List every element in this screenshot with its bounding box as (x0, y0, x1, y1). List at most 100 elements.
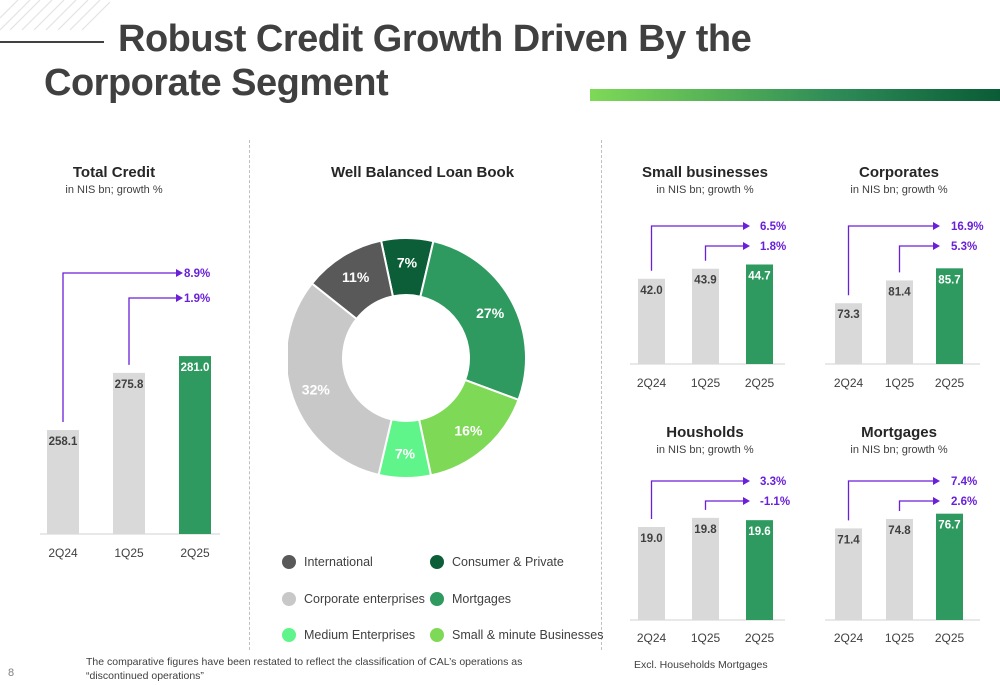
mortgages-subtitle: in NIS bn; growth % (850, 444, 948, 456)
total-credit-panel: Total Credit in NIS bn; growth % (14, 164, 214, 196)
growth-arrow-line (847, 480, 934, 521)
households-title: Housholds (666, 424, 744, 441)
corporates-chart: 73.3 2Q24 81.4 1Q25 85.7 2Q25 16.9% 5.3% (825, 221, 984, 390)
growth-arrow-line (898, 500, 934, 511)
small-businesses-chart: 42.0 2Q24 43.9 1Q25 44.7 2Q25 6.5% 1.8% (630, 221, 786, 390)
households-subtitle: in NIS bn; growth % (656, 444, 754, 456)
total-credit-subtitle: in NIS bn; growth % (65, 184, 163, 196)
growth-arrow-line (898, 245, 934, 273)
growth-label: 2.6% (951, 496, 977, 508)
legend-swatch (282, 628, 296, 642)
growth-label: 1.9% (184, 293, 210, 305)
bar-value-label: 19.6 (748, 526, 770, 538)
bar-value-label: 73.3 (837, 309, 859, 321)
category-tick-label: 2Q24 (834, 376, 864, 390)
category-tick-label: 2Q24 (637, 631, 667, 645)
donut-slice-mortgages (419, 239, 527, 402)
loan-book-donut-chart: 7% 27% 16% 7% 32% 11% (288, 237, 527, 479)
restatement-footnote: The comparative figures have been restat… (86, 656, 523, 682)
growth-label: 7.4% (951, 476, 977, 488)
growth-arrow-head (743, 222, 750, 230)
growth-label: 1.8% (760, 241, 786, 253)
category-tick-label: 1Q25 (885, 376, 915, 390)
category-tick-label: 2Q24 (48, 546, 78, 560)
bar-value-label: 42.0 (640, 285, 662, 297)
accent-gradient-bar (590, 89, 1000, 101)
bar-2q24 (638, 278, 665, 364)
growth-arrow-line (650, 225, 744, 271)
bar-value-label: 258.1 (49, 436, 78, 448)
growth-arrow-head (176, 294, 183, 302)
bar-2q24 (835, 528, 862, 620)
category-tick-label: 1Q25 (691, 631, 721, 645)
bar-value-label: 85.7 (938, 274, 960, 286)
loan-book-panel: Well Balanced Loan Book (300, 164, 545, 181)
category-tick-label: 2Q25 (935, 631, 965, 645)
page-number: 8 (8, 667, 15, 679)
bar-2q25 (936, 513, 963, 620)
title-rule (0, 41, 104, 43)
households-footnote: Excl. Households Mortgages (634, 659, 768, 671)
growth-arrow-head (176, 269, 183, 277)
growth-arrow-line (704, 245, 744, 261)
bar-value-label: 43.9 (694, 275, 716, 287)
bar-value-label: 281.0 (181, 362, 210, 374)
legend-label: International (304, 555, 373, 569)
small-businesses-subtitle: in NIS bn; growth % (656, 184, 754, 196)
bar-1q25 (692, 517, 719, 620)
page-title-line-1: Robust Credit Growth Driven By the (118, 18, 752, 60)
bar-value-label: 71.4 (837, 534, 860, 546)
loan-book-title: Well Balanced Loan Book (330, 164, 515, 181)
bar-1q25 (886, 518, 913, 620)
mortgages-title: Mortgages (861, 424, 937, 441)
category-tick-label: 2Q25 (745, 631, 775, 645)
legend-item-small-minute-businesses: Small & minute Businesses (430, 628, 603, 642)
category-tick-label: 2Q24 (834, 631, 864, 645)
growth-arrow-head (743, 477, 750, 485)
growth-arrow-line (704, 500, 744, 510)
page-title-line-2: Corporate Segment (44, 62, 389, 104)
growth-label: 6.5% (760, 221, 786, 233)
donut-slice-label: 32% (302, 381, 331, 397)
growth-label: 3.3% (760, 476, 786, 488)
bar-1q25 (886, 280, 913, 364)
growth-arrow-head (933, 242, 940, 250)
total-credit-title: Total Credit (72, 164, 156, 181)
donut-slice-label: 16% (454, 422, 483, 438)
bar-2q25 (936, 268, 963, 364)
donut-slice-label: 11% (342, 269, 370, 285)
bar-1q25 (113, 372, 145, 534)
mortgages-panel: Mortgages in NIS bn; growth % (799, 424, 999, 456)
legend-swatch (430, 628, 444, 642)
bar-value-label: 19.0 (640, 533, 662, 545)
legend-label: Consumer & Private (452, 555, 564, 569)
mortgages-chart: 71.4 2Q24 74.8 1Q25 76.7 2Q25 7.4% 2.6% (825, 476, 980, 645)
donut-slice-corporate-enterprises (288, 282, 393, 477)
bar-value-label: 275.8 (115, 379, 144, 391)
donut-slice-label: 27% (476, 305, 505, 321)
legend-item-consumer-private: Consumer & Private (430, 555, 564, 569)
growth-arrow-head (743, 497, 750, 505)
total-credit-chart: 258.1 2Q24 275.8 1Q25 281.0 2Q25 8.9% 1.9% (40, 268, 220, 560)
category-tick-label: 1Q25 (885, 631, 915, 645)
donut-slice-label: 7% (395, 445, 416, 461)
growth-label: 8.9% (184, 268, 210, 280)
bar-value-label: 44.7 (748, 270, 770, 282)
separator-right (601, 140, 602, 650)
corporates-title: Corporates (858, 164, 940, 181)
legend-item-corporate-enterprises: Corporate enterprises (282, 592, 425, 606)
legend-swatch (430, 592, 444, 606)
growth-arrow-head (933, 222, 940, 230)
growth-label: 16.9% (951, 221, 984, 233)
separator-left (249, 140, 250, 650)
category-tick-label: 2Q25 (745, 376, 775, 390)
households-chart: 19.0 2Q24 19.8 1Q25 19.6 2Q25 3.3% -1.1% (630, 476, 790, 645)
growth-arrow-head (933, 497, 940, 505)
category-tick-label: 1Q25 (691, 376, 721, 390)
corporates-panel: Corporates in NIS bn; growth % (799, 164, 999, 196)
legend-item-mortgages: Mortgages (430, 592, 511, 606)
legend-label: Mortgages (452, 592, 512, 606)
bar-2q25 (179, 356, 211, 534)
growth-arrow-head (933, 477, 940, 485)
legend-swatch (430, 555, 444, 569)
